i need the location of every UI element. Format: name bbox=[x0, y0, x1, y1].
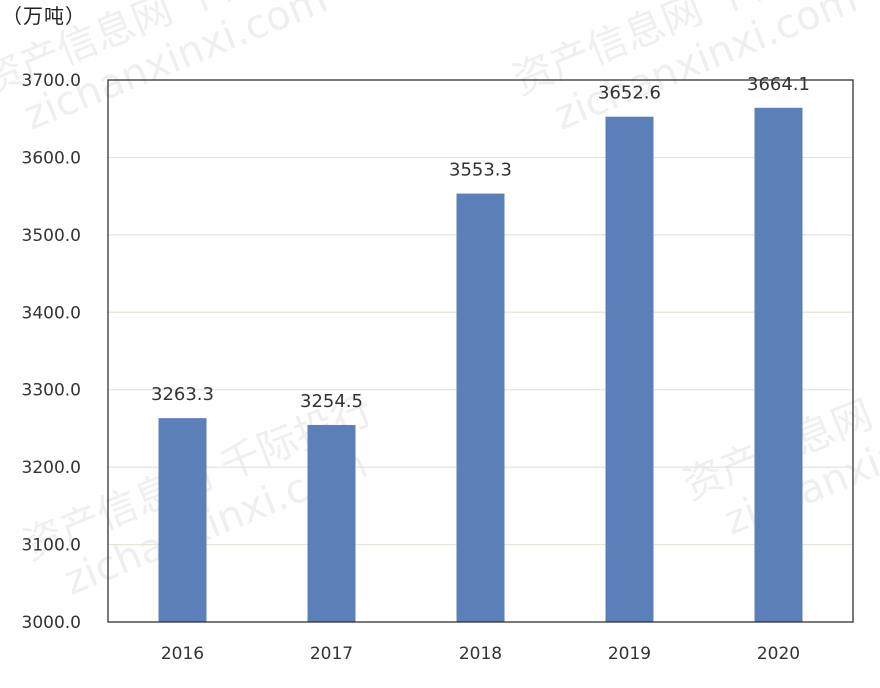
bar bbox=[754, 107, 803, 622]
y-tick-label: 3500.0 bbox=[22, 226, 81, 246]
y-tick-label: 3300.0 bbox=[22, 381, 81, 401]
y-axis-unit-label: （万吨） bbox=[2, 4, 86, 28]
data-label: 3664.1 bbox=[747, 74, 810, 95]
data-label: 3263.3 bbox=[151, 384, 214, 405]
x-tick-label: 2019 bbox=[608, 644, 651, 664]
data-label: 3652.6 bbox=[598, 83, 661, 104]
bar bbox=[307, 424, 356, 622]
y-tick-label: 3200.0 bbox=[22, 458, 81, 478]
y-tick-label: 3700.0 bbox=[22, 71, 81, 91]
x-tick-label: 2018 bbox=[459, 644, 502, 664]
x-tick-label: 2016 bbox=[161, 644, 204, 664]
plot-frame bbox=[107, 79, 854, 623]
x-tick-label: 2017 bbox=[310, 644, 353, 664]
data-label: 3254.5 bbox=[300, 391, 363, 412]
bar bbox=[605, 116, 654, 622]
data-label: 3553.3 bbox=[449, 160, 512, 181]
y-tick-label: 3600.0 bbox=[22, 148, 81, 168]
data-labels: 3263.3 3254.5 3553.3 3652.6 3664.1 bbox=[151, 74, 810, 412]
axes: 3000.0 3100.0 3200.0 3300.0 3400.0 3500.0 3600… bbox=[22, 71, 854, 664]
y-tick-label: 3100.0 bbox=[22, 536, 81, 556]
y-tick-label: 3000.0 bbox=[22, 613, 81, 633]
x-tick-label: 2020 bbox=[757, 644, 800, 664]
bar bbox=[456, 193, 505, 622]
bar bbox=[158, 418, 207, 622]
bar-series bbox=[158, 107, 803, 622]
y-tick-label: 3400.0 bbox=[22, 303, 81, 323]
